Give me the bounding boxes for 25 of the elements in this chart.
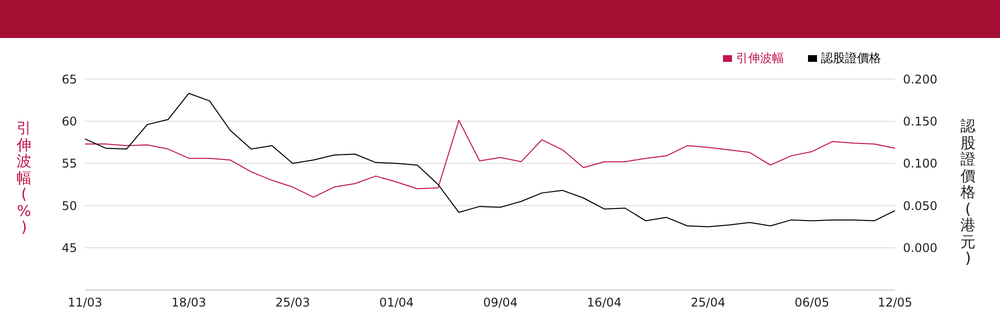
y-tick-label: 50 — [62, 198, 77, 213]
y-tick-label: 65 — [62, 72, 77, 86]
x-tick-label: 11/03 — [68, 296, 102, 310]
x-tick-label: 16/04 — [586, 296, 622, 310]
y2-tick-label: 0.100 — [903, 156, 938, 171]
line-series — [84, 120, 896, 198]
y2-tick-label: 0.150 — [903, 114, 938, 128]
legend-label: 引伸波幅 — [736, 51, 784, 65]
y-axis-title: 引伸波幅(%) — [16, 119, 32, 236]
text: 認股證價格(港元) — [960, 117, 976, 267]
x-tick-label: 12/05 — [878, 296, 912, 310]
x-tick-label: 09/04 — [483, 296, 518, 310]
x-tick-label: 25/03 — [275, 296, 310, 310]
y2-tick-label: 0.000 — [903, 241, 938, 256]
x-tick-label: 25/04 — [690, 296, 726, 310]
y-tick-label: 55 — [62, 156, 77, 171]
y-tick-label: 45 — [62, 241, 77, 256]
y2-tick-label: 0.050 — [903, 198, 938, 213]
y-tick-label: 60 — [62, 114, 77, 128]
y2-tick-label: 0.200 — [903, 72, 938, 86]
x-tick-label: 06/05 — [794, 296, 830, 310]
legend-label: 認股證價格 — [821, 51, 881, 65]
x-tick-label: 18/03 — [172, 296, 206, 310]
x-tick-label: 01/04 — [379, 296, 414, 310]
line-series — [84, 92, 896, 228]
